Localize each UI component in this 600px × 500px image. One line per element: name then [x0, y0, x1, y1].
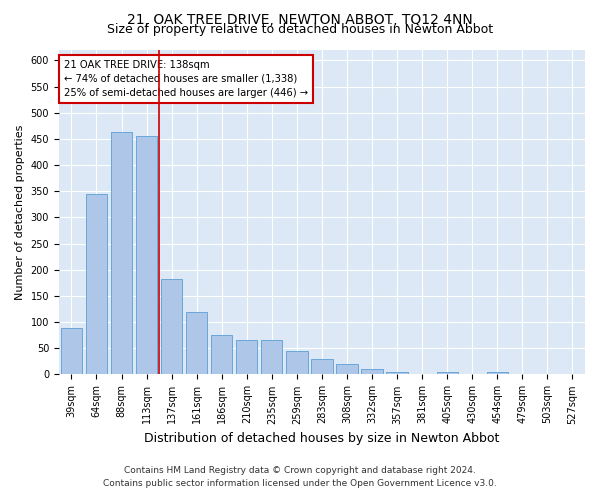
Bar	[361, 369, 383, 374]
Bar	[261, 340, 283, 374]
Bar	[236, 340, 257, 374]
Text: Contains HM Land Registry data © Crown copyright and database right 2024.
Contai: Contains HM Land Registry data © Crown c…	[103, 466, 497, 487]
Bar	[386, 372, 408, 374]
Bar	[111, 132, 132, 374]
Bar	[286, 351, 308, 374]
Bar	[61, 328, 82, 374]
Bar	[136, 136, 157, 374]
X-axis label: Distribution of detached houses by size in Newton Abbot: Distribution of detached houses by size …	[144, 432, 500, 445]
Text: 21 OAK TREE DRIVE: 138sqm
← 74% of detached houses are smaller (1,338)
25% of se: 21 OAK TREE DRIVE: 138sqm ← 74% of detac…	[64, 60, 308, 98]
Bar	[437, 372, 458, 374]
Bar	[186, 312, 208, 374]
Text: Size of property relative to detached houses in Newton Abbot: Size of property relative to detached ho…	[107, 22, 493, 36]
Bar	[311, 358, 332, 374]
Bar	[487, 372, 508, 374]
Bar	[211, 335, 232, 374]
Text: 21, OAK TREE DRIVE, NEWTON ABBOT, TQ12 4NN: 21, OAK TREE DRIVE, NEWTON ABBOT, TQ12 4…	[127, 12, 473, 26]
Y-axis label: Number of detached properties: Number of detached properties	[15, 124, 25, 300]
Bar	[337, 364, 358, 374]
Bar	[86, 194, 107, 374]
Bar	[161, 279, 182, 374]
